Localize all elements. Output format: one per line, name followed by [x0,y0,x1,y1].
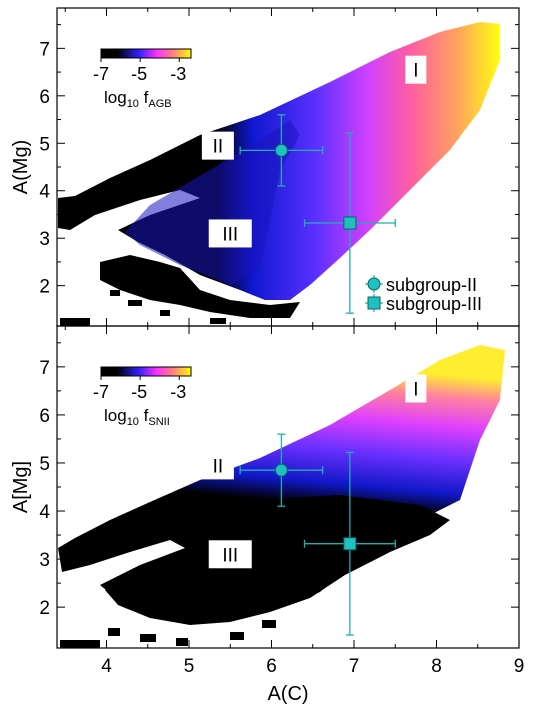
colorbar-label: log10 fAGB [104,88,172,110]
y-tick-label: 3 [39,229,50,250]
region-label-box [208,219,252,248]
y-tick-label: 7 [39,39,50,60]
colorbar-label-part: log [104,406,127,425]
x-tick-label: 6 [266,656,277,677]
x-tick-label: 7 [349,656,360,677]
y-tick-label: 6 [39,87,50,108]
legend-label: subgroup-III [386,294,482,314]
region-label-box [208,540,252,569]
y-tick-label: 4 [39,502,50,523]
colorbar-tick-label: -5 [131,382,147,402]
colorbar-tick-label: -3 [170,382,186,402]
region-label-box [201,131,234,160]
marker-subgroup-III [343,216,357,230]
region-label: I [413,379,418,400]
blue-band-top [125,120,300,285]
heatmap-top [58,22,500,326]
colorbar-label: log10 fSNII [104,406,170,428]
colorbar-label-part: log [104,88,127,107]
marker-subgroup-II [274,463,288,477]
region-label: II [213,456,224,477]
colorbar-label-part: f [139,88,149,107]
x-tick-label: 4 [101,656,112,677]
region-label: III [222,224,238,245]
colorbar-label-part: 10 [127,416,139,428]
colorbar-tick-label: -5 [131,64,147,84]
colorbar-label-part: SNII [148,416,169,428]
colorbar-label-part: AGB [148,98,171,110]
black-region-bottom [105,495,450,625]
marker-subgroup-III [343,537,357,551]
y-tick-label: 2 [39,598,50,619]
x-tick-label: 8 [431,656,442,677]
colorbar [100,48,192,59]
marker-subgroup-II [274,143,288,157]
x-tick-label: 5 [184,656,195,677]
y-tick-label: 6 [39,406,50,427]
region-label-box [405,55,427,84]
x-axis-label: A(C) [267,683,308,705]
y-tick-label: 3 [39,550,50,571]
colorbar-tick-label: -7 [93,64,109,84]
y-tick-label: 4 [39,182,50,203]
legend-marker [367,277,381,291]
region-label: I [413,61,418,82]
colorbar-tick-label: -7 [93,382,109,402]
region-label-box [405,374,427,403]
region-label: III [222,545,238,566]
y-tick-label: 5 [39,134,50,155]
y-axis-label: A[Mg] [10,461,32,513]
colorbar-tick-label: -3 [170,64,186,84]
scatter-edge-top [100,255,300,318]
region-label: II [213,137,224,158]
colorbar-label-part: 10 [127,98,139,110]
y-tick-label: 5 [39,454,50,475]
legend-marker [367,296,381,310]
colorbar [100,366,192,377]
x-tick-label: 9 [514,656,525,677]
y-tick-label: 2 [39,277,50,298]
y-tick-label: 7 [39,358,50,379]
region-label-box [201,451,234,480]
legend-label: subgroup-II [386,275,477,295]
y-axis-label: A(Mg) [10,140,32,194]
colorbar-label-part: f [139,406,149,425]
